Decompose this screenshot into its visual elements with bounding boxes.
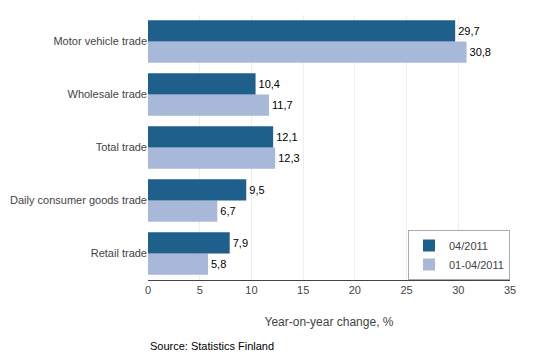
svg-text:Year-on-year change, %: Year-on-year change, % — [265, 315, 394, 329]
svg-text:Total trade: Total trade — [96, 141, 147, 153]
svg-text:Source: Statistics Finland: Source: Statistics Finland — [150, 340, 274, 352]
svg-text:Daily consumer goods trade: Daily consumer goods trade — [10, 194, 147, 206]
svg-text:Wholesale trade: Wholesale trade — [68, 88, 148, 100]
svg-text:30: 30 — [452, 284, 464, 296]
svg-text:10,4: 10,4 — [259, 78, 280, 90]
svg-text:7,9: 7,9 — [233, 237, 248, 249]
svg-text:29,7: 29,7 — [458, 25, 479, 37]
svg-text:20: 20 — [349, 284, 361, 296]
svg-text:Motor vehicle trade: Motor vehicle trade — [53, 35, 147, 47]
svg-text:0: 0 — [145, 284, 151, 296]
svg-text:9,5: 9,5 — [249, 184, 264, 196]
svg-text:01-04/2011: 01-04/2011 — [449, 259, 504, 271]
svg-text:35: 35 — [504, 284, 516, 296]
svg-text:12,1: 12,1 — [276, 131, 297, 143]
svg-text:11,7: 11,7 — [272, 99, 293, 111]
svg-text:5: 5 — [197, 284, 203, 296]
svg-text:15: 15 — [297, 284, 309, 296]
svg-text:12,3: 12,3 — [278, 152, 299, 164]
svg-text:25: 25 — [400, 284, 412, 296]
svg-text:30,8: 30,8 — [470, 46, 491, 58]
svg-text:04/2011: 04/2011 — [449, 240, 488, 252]
svg-text:6,7: 6,7 — [220, 205, 235, 217]
svg-text:Retail trade: Retail trade — [91, 247, 147, 259]
svg-text:10: 10 — [245, 284, 257, 296]
svg-text:5,8: 5,8 — [211, 258, 226, 270]
